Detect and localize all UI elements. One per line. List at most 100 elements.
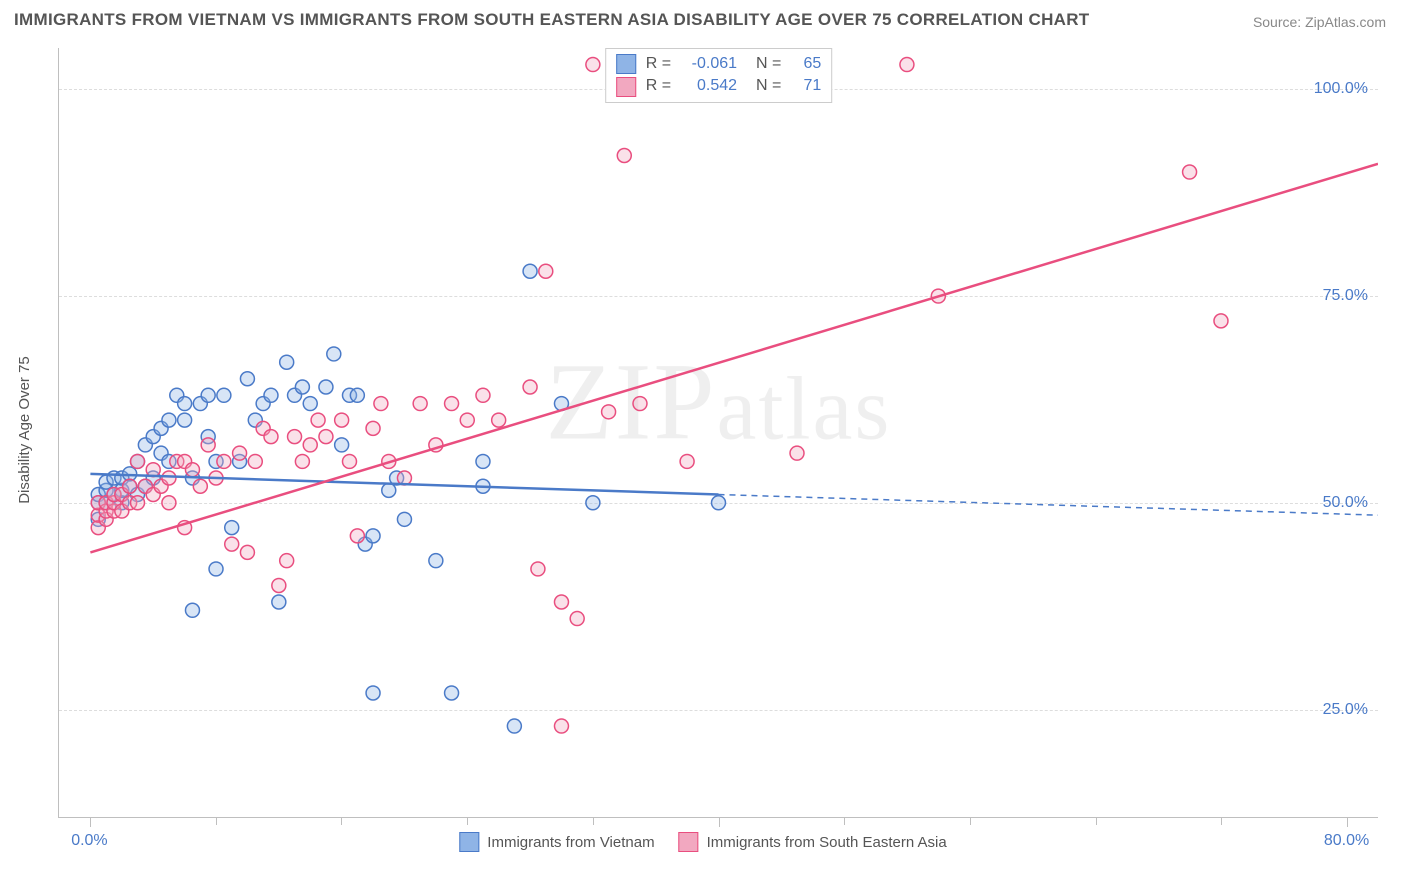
scatter-point: [264, 388, 278, 402]
scatter-point: [335, 413, 349, 427]
scatter-point: [178, 413, 192, 427]
scatter-point: [193, 479, 207, 493]
scatter-point: [586, 58, 600, 72]
scatter-point: [554, 595, 568, 609]
scatter-point: [311, 413, 325, 427]
scatter-point: [162, 413, 176, 427]
scatter-point: [280, 355, 294, 369]
stats-n-label: N =: [747, 75, 781, 97]
scatter-point: [319, 380, 333, 394]
x-minor-tick: [341, 817, 342, 825]
scatter-point: [327, 347, 341, 361]
scatter-point: [445, 397, 459, 411]
legend-item: Immigrants from South Eastern Asia: [679, 832, 947, 852]
scatter-point: [554, 719, 568, 733]
source-attribution: Source: ZipAtlas.com: [1253, 14, 1386, 30]
scatter-point: [131, 496, 145, 510]
legend-label: Immigrants from South Eastern Asia: [707, 834, 947, 851]
legend-label: Immigrants from Vietnam: [487, 834, 654, 851]
scatter-point: [295, 380, 309, 394]
scatter-point: [295, 454, 309, 468]
stats-r-label: R =: [646, 53, 671, 75]
scatter-point: [445, 686, 459, 700]
x-minor-tick: [970, 817, 971, 825]
scatter-point: [233, 446, 247, 460]
x-minor-tick: [593, 817, 594, 825]
x-major-tick: [90, 817, 91, 827]
scatter-point: [217, 454, 231, 468]
scatter-point: [460, 413, 474, 427]
scatter-point: [303, 438, 317, 452]
stats-r-value: -0.061: [681, 53, 737, 75]
scatter-point: [507, 719, 521, 733]
scatter-point: [366, 686, 380, 700]
scatter-point: [476, 454, 490, 468]
scatter-point: [342, 454, 356, 468]
scatter-point: [539, 264, 553, 278]
scatter-point: [523, 264, 537, 278]
scatter-point: [350, 529, 364, 543]
scatter-point: [617, 149, 631, 163]
scatter-point: [633, 397, 647, 411]
stats-legend-box: R =-0.061 N =65R = 0.542 N =71: [605, 48, 833, 103]
trendline-dashed: [719, 495, 1379, 516]
scatter-chart-svg: [59, 48, 1378, 817]
x-minor-tick: [1221, 817, 1222, 825]
x-minor-tick: [216, 817, 217, 825]
scatter-point: [225, 521, 239, 535]
scatter-point: [319, 430, 333, 444]
x-major-tick: [1347, 817, 1348, 827]
scatter-point: [201, 438, 215, 452]
chart-title: IMMIGRANTS FROM VIETNAM VS IMMIGRANTS FR…: [14, 10, 1090, 30]
legend-bottom: Immigrants from Vietnam Immigrants from S…: [459, 832, 946, 852]
scatter-point: [303, 397, 317, 411]
scatter-point: [476, 388, 490, 402]
source-link[interactable]: ZipAtlas.com: [1305, 14, 1386, 30]
scatter-point: [272, 595, 286, 609]
scatter-point: [374, 397, 388, 411]
scatter-point: [225, 537, 239, 551]
source-prefix: Source:: [1253, 14, 1305, 30]
stats-r-value: 0.542: [681, 75, 737, 97]
scatter-point: [429, 554, 443, 568]
stats-r-label: R =: [646, 75, 671, 97]
scatter-point: [712, 496, 726, 510]
legend-swatch: [459, 832, 479, 852]
scatter-point: [366, 529, 380, 543]
x-minor-tick: [844, 817, 845, 825]
scatter-point: [531, 562, 545, 576]
scatter-point: [201, 388, 215, 402]
scatter-point: [178, 397, 192, 411]
scatter-point: [492, 413, 506, 427]
scatter-point: [900, 58, 914, 72]
x-minor-tick: [1096, 817, 1097, 825]
scatter-point: [264, 430, 278, 444]
plot-area: ZIPatlas R =-0.061 N =65R = 0.542 N =71 …: [58, 48, 1378, 818]
stats-n-label: N =: [747, 53, 781, 75]
scatter-point: [570, 612, 584, 626]
stats-swatch-icon: [616, 77, 636, 97]
scatter-point: [185, 603, 199, 617]
scatter-point: [790, 446, 804, 460]
scatter-point: [586, 496, 600, 510]
scatter-point: [162, 496, 176, 510]
legend-swatch: [679, 832, 699, 852]
scatter-point: [413, 397, 427, 411]
legend-item: Immigrants from Vietnam: [459, 832, 654, 852]
scatter-point: [602, 405, 616, 419]
scatter-point: [680, 454, 694, 468]
scatter-point: [280, 554, 294, 568]
scatter-point: [366, 421, 380, 435]
scatter-point: [397, 512, 411, 526]
x-tick-label: 80.0%: [1324, 832, 1369, 850]
stats-row: R =-0.061 N =65: [616, 53, 822, 75]
stats-row: R = 0.542 N = 71: [616, 75, 822, 97]
scatter-point: [240, 545, 254, 559]
scatter-point: [382, 483, 396, 497]
stats-swatch-icon: [616, 54, 636, 74]
scatter-point: [131, 454, 145, 468]
stats-n-value: 71: [791, 75, 821, 97]
scatter-point: [123, 479, 137, 493]
scatter-point: [240, 372, 254, 386]
scatter-point: [185, 463, 199, 477]
